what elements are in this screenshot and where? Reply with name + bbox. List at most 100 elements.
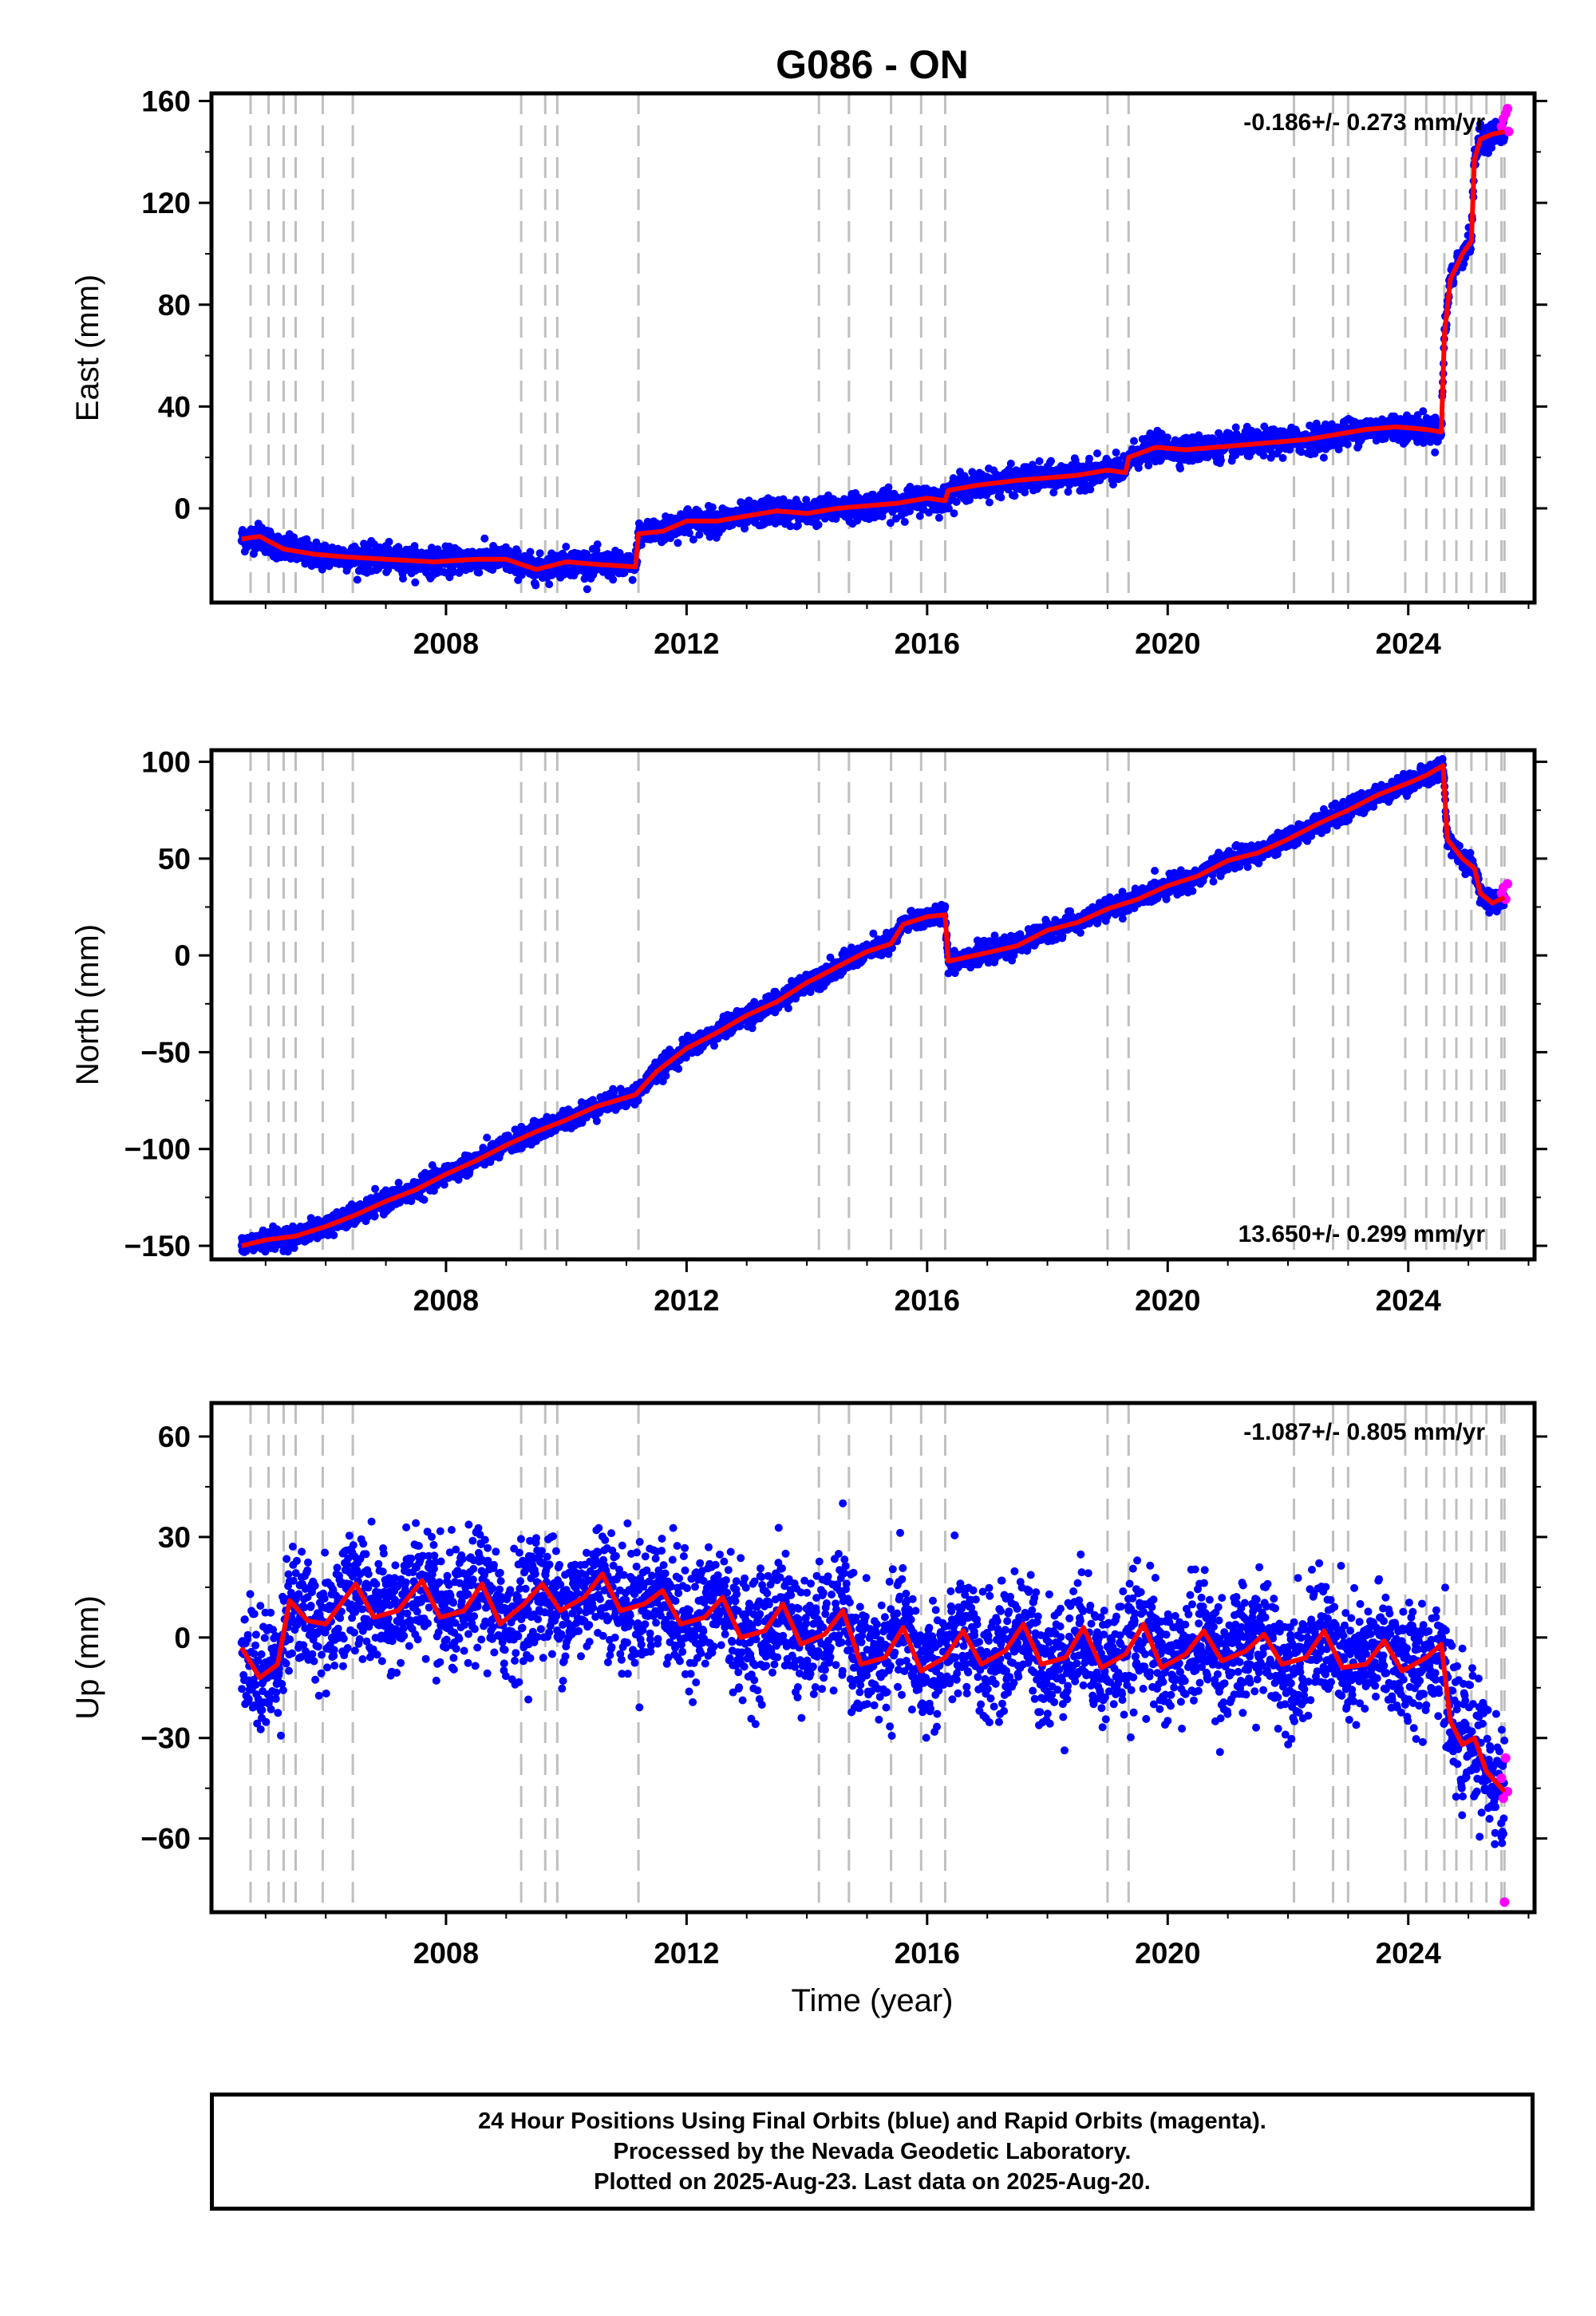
- data-point-east-2296: [997, 493, 1005, 502]
- data-point-east-1659: [786, 522, 795, 531]
- y-tick-label-east-0: 0: [174, 492, 191, 525]
- data-point-east-2635: [1108, 480, 1117, 489]
- rapid-orbit-points-east: [1496, 104, 1514, 136]
- data-point-east-446: [385, 537, 393, 546]
- equipment-change-lines-east: [249, 93, 1506, 603]
- data-point-east-1366: [689, 536, 697, 544]
- data-point-east-2894: [1195, 431, 1203, 440]
- data-point-east-2162: [952, 497, 961, 506]
- data-point-east-1182: [628, 575, 637, 584]
- x-tick-label-east-4: 2024: [1376, 627, 1442, 660]
- data-point-east-930: [545, 580, 554, 589]
- data-point-east-3608: [1431, 448, 1440, 456]
- data-point-east-2563: [1085, 454, 1093, 463]
- x-tick-label-east-2: 2016: [895, 627, 960, 660]
- data-point-east-2742: [1144, 461, 1153, 470]
- rapid-point-east-3: [1503, 104, 1513, 114]
- data-point-east-1045: [583, 585, 591, 594]
- data-point-east-2499: [1064, 488, 1073, 496]
- data-point-east-1319: [674, 539, 682, 547]
- data-point-east-1962: [886, 519, 895, 528]
- data-point-east-3572: [1419, 407, 1428, 416]
- data-point-east-2838: [1176, 464, 1184, 472]
- data-point-east-1384: [695, 531, 704, 539]
- data-point-east-981: [562, 543, 571, 551]
- x-tick-label-east-0: 2008: [413, 627, 479, 660]
- panel-frame-east: [209, 91, 1537, 605]
- data-point-east-835: [513, 547, 522, 556]
- y-tick-label-east-3: 120: [141, 187, 191, 219]
- data-point-east-3431: [1372, 437, 1381, 445]
- data-point-north-475: [394, 1179, 403, 1187]
- data-point-east-889: [531, 581, 540, 590]
- panel-east: 2008 2012 2016 2020 2024 0 40 80 120 160 East (mm)…: [70, 85, 1547, 660]
- data-point-east-525: [411, 578, 420, 587]
- rapid-point-east-4: [1503, 126, 1514, 136]
- y-tick-label-east-1: 40: [158, 390, 191, 423]
- data-point-east-2566: [1086, 485, 1095, 494]
- data-point-east-3818: [1500, 133, 1509, 142]
- chart-title: G086 - ON: [776, 42, 969, 87]
- data-point-north-552: [420, 1196, 429, 1204]
- data-point-east-718: [475, 568, 484, 577]
- x-tick-label-east-3: 2020: [1135, 627, 1200, 660]
- data-point-east-1956: [884, 483, 893, 492]
- data-point-east-3695: [1460, 259, 1468, 268]
- data-point-east-1123: [609, 575, 618, 584]
- model-fit-line-east: [241, 128, 1505, 572]
- equipment-change-lines-north: [249, 750, 1506, 1259]
- data-point-north-742: [483, 1133, 492, 1142]
- data-point-east-1424: [708, 503, 717, 512]
- y-tick-label-east-2: 80: [158, 289, 191, 322]
- data-point-east-3457: [1381, 434, 1389, 443]
- data-point-east-1744: [814, 520, 823, 529]
- data-point-east-3008: [1232, 429, 1241, 438]
- data-point-east-2455: [1049, 488, 1058, 497]
- data-point-east-1521: [741, 524, 749, 533]
- data-point-east-1354: [685, 529, 693, 537]
- plot-area-north: [237, 750, 1513, 1259]
- data-point-east-2109: [934, 513, 943, 522]
- data-point-east-873: [526, 547, 535, 556]
- data-point-east-3272: [1319, 453, 1328, 462]
- rate-label-east: -0.186+/- 0.273 mm/yr: [1243, 109, 1485, 136]
- data-point-north-159: [290, 1243, 298, 1252]
- data-point-east-3204: [1297, 448, 1306, 456]
- data-point-east-2587: [1093, 449, 1101, 458]
- data-point-east-3090: [1259, 451, 1268, 460]
- y-axis-title-east: East (mm): [70, 275, 105, 421]
- data-point-east-2005: [900, 518, 909, 526]
- data-point-east-2337: [1010, 492, 1019, 500]
- data-point-east-2138: [944, 504, 953, 513]
- data-point-east-2698: [1130, 437, 1138, 445]
- data-point-east-2261: [985, 498, 994, 507]
- data-point-east-1076: [593, 540, 602, 549]
- data-point-east-2799: [1163, 433, 1171, 442]
- data-point-east-3148: [1278, 453, 1287, 462]
- data-point-east-2326: [1006, 459, 1015, 468]
- data-point-east-3609: [1431, 413, 1440, 422]
- data-point-east-2051: [915, 512, 924, 520]
- data-point-east-902: [535, 549, 544, 558]
- panel-north: 2008 2012 2016 2020 2024−150−100−50050100Nor…: [70, 746, 1547, 1317]
- x-tick-label-east-1: 2012: [654, 627, 719, 660]
- data-point-north-210: [306, 1214, 315, 1223]
- data-point-east-639: [448, 568, 457, 576]
- data-point-east-443: [384, 565, 393, 574]
- data-point-east-2154: [950, 509, 958, 518]
- data-point-east-2961: [1217, 456, 1225, 464]
- data-point-east-488: [399, 575, 407, 583]
- data-point-east-2447: [1047, 456, 1055, 465]
- final-orbit-points-east: [237, 113, 1509, 594]
- rapid-point-east-0: [1496, 121, 1507, 132]
- y-tick-label-east-4: 160: [141, 85, 191, 118]
- data-point-east-3006: [1231, 423, 1240, 432]
- data-point-north-403: [370, 1211, 379, 1220]
- data-point-east-158: [290, 533, 298, 542]
- data-point-north-279: [330, 1231, 338, 1239]
- data-point-east-2644: [1112, 449, 1120, 456]
- data-point-east-3344: [1343, 440, 1352, 449]
- plot-area-east: [237, 93, 1514, 603]
- data-point-east-350: [353, 575, 361, 584]
